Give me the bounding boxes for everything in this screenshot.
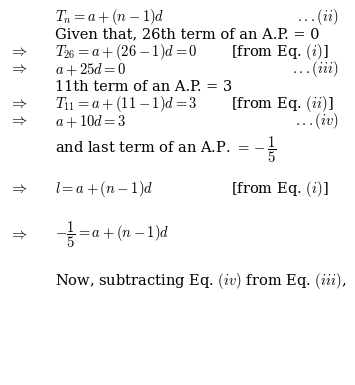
Text: $T_n = a + (n-1)d$: $T_n = a + (n-1)d$ [55, 7, 164, 27]
Text: $l = a + (n-1)d$: $l = a + (n-1)d$ [55, 179, 153, 199]
Text: $...({\it ii})$: $...({\it ii})$ [297, 7, 339, 27]
Text: 11th term of an A.P. = 3: 11th term of an A.P. = 3 [55, 80, 232, 94]
Text: [from Eq. $({\it i})$]: [from Eq. $({\it i})$] [231, 42, 328, 62]
Text: $a + 10d = 3$: $a + 10d = 3$ [55, 113, 126, 130]
Text: $...({\it iii})$: $...({\it iii})$ [292, 59, 339, 79]
Text: $T_{11} = a + (11-1)d = 3$: $T_{11} = a + (11-1)d = 3$ [55, 94, 198, 114]
Text: $T_{26} = a + (26-1)d = 0$: $T_{26} = a + (26-1)d = 0$ [55, 42, 198, 62]
Text: Now, subtracting Eq. $({\it iv})$ from Eq. $({\it iii})$,: Now, subtracting Eq. $({\it iv})$ from E… [55, 271, 346, 291]
Text: $\Rightarrow$: $\Rightarrow$ [9, 62, 28, 76]
Text: [from Eq. $({\it i})$]: [from Eq. $({\it i})$] [231, 179, 328, 199]
Text: $\Rightarrow$: $\Rightarrow$ [9, 182, 28, 196]
Text: $\Rightarrow$: $\Rightarrow$ [9, 228, 28, 242]
Text: and last term of an A.P. $= -\dfrac{1}{5}$: and last term of an A.P. $= -\dfrac{1}{5… [55, 135, 277, 166]
Text: [from Eq. $({\it ii})$]: [from Eq. $({\it ii})$] [231, 94, 333, 114]
Text: $a + 25d = 0$: $a + 25d = 0$ [55, 61, 127, 78]
Text: $...({\it iv})$: $...({\it iv})$ [295, 111, 339, 131]
Text: Given that, 26th term of an A.P. = 0: Given that, 26th term of an A.P. = 0 [55, 28, 320, 42]
Text: $\Rightarrow$: $\Rightarrow$ [9, 45, 28, 59]
Text: $-\dfrac{1}{5} = a + (n-1)d$: $-\dfrac{1}{5} = a + (n-1)d$ [55, 219, 169, 250]
Text: $\Rightarrow$: $\Rightarrow$ [9, 114, 28, 128]
Text: $\Rightarrow$: $\Rightarrow$ [9, 97, 28, 111]
